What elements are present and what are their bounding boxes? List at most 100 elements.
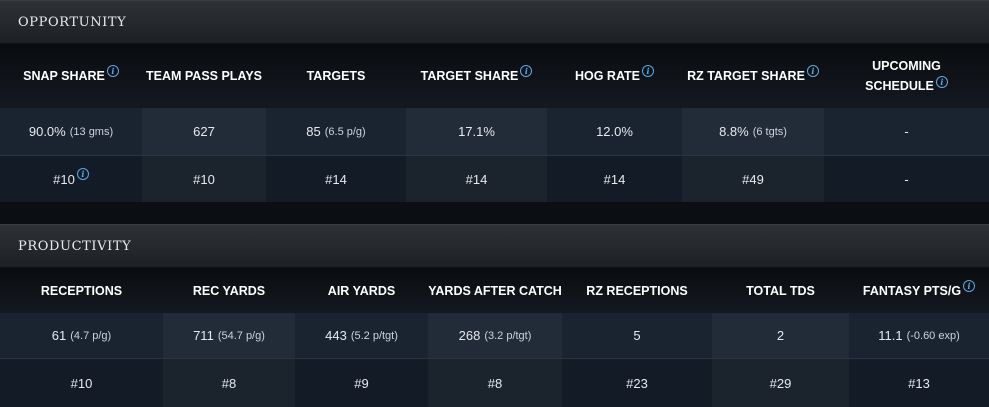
value-rec-yards: 711 (54.7 p/g): [163, 313, 295, 358]
rank-value: #14: [325, 171, 347, 187]
opportunity-title: OPPORTUNITY: [0, 0, 989, 44]
rank-hog-rate: #14: [547, 156, 682, 202]
header-air-yards: AIR YARDS: [295, 268, 428, 313]
value-hog-rate: 12.0%: [547, 108, 682, 155]
value-main: 12.0%: [596, 124, 633, 139]
info-icon[interactable]: i: [76, 168, 89, 180]
value-sub: (3.2 p/tgt): [484, 329, 532, 342]
value-sub: (-0.60 exp): [906, 329, 960, 342]
header-label: TOTAL TDS: [746, 283, 815, 298]
header-rz-receptions: RZ RECEPTIONS: [562, 268, 712, 313]
rank-value: #10: [193, 171, 215, 187]
rank-air-yards: #9: [295, 359, 428, 407]
header-rec-yards: REC YARDS: [163, 268, 295, 313]
rank-value: #9: [354, 375, 369, 391]
value-main: 17.1%: [458, 124, 495, 139]
header-label: TEAM PASS PLAYS: [146, 69, 262, 83]
info-icon[interactable]: i: [520, 65, 533, 77]
value-main: 61: [51, 328, 67, 343]
info-icon[interactable]: i: [963, 279, 976, 292]
value-main: 443: [325, 328, 347, 343]
value-main: 5: [633, 328, 641, 343]
rank-value: #8: [221, 375, 237, 391]
value-sub: (6.5 p/g): [324, 125, 366, 138]
header-label: RECEPTIONS: [40, 283, 123, 298]
header-label: FANTASY PTS/G: [862, 283, 962, 298]
section-gap: [0, 202, 989, 224]
rank-value: #10: [53, 171, 75, 187]
productivity-header-row: RECEPTIONS REC YARDS AIR YARDS YARDS AFT…: [0, 268, 989, 313]
value-targets: 85 (6.5 p/g): [266, 108, 406, 155]
value-main: 711: [193, 328, 214, 343]
value-sub: (5.2 p/tgt): [350, 329, 398, 342]
header-label: RZ RECEPTIONS: [586, 283, 688, 298]
info-icon[interactable]: i: [806, 65, 819, 77]
value-main: 85: [306, 124, 321, 139]
header-snap-share: SNAP SHARE i: [0, 44, 142, 108]
value-sub: (54.7 p/g): [217, 329, 265, 342]
header-label: YARDS AFTER CATCH: [428, 283, 562, 298]
header-targets: TARGETS: [266, 44, 406, 108]
opportunity-section: OPPORTUNITY SNAP SHARE i TEAM PASS PLAYS …: [0, 0, 989, 202]
opportunity-header-row: SNAP SHARE i TEAM PASS PLAYS TARGETS TARG…: [0, 44, 989, 108]
rank-rz-receptions: #23: [562, 359, 712, 407]
info-icon[interactable]: i: [642, 65, 655, 77]
rank-targets: #14: [266, 156, 406, 202]
rank-value: #14: [603, 171, 626, 187]
value-rz-target-share: 8.8% (6 tgts): [682, 108, 824, 155]
header-total-tds: TOTAL TDS: [712, 268, 849, 313]
rank-value: #23: [626, 375, 648, 391]
rank-value: #49: [742, 171, 764, 187]
rank-fantasy-pts-g: #13: [849, 359, 989, 407]
header-hog-rate: HOG RATE i: [547, 44, 682, 108]
rank-value: #14: [465, 171, 488, 187]
rank-yards-after-catch: #8: [428, 359, 562, 407]
value-rz-receptions: 5: [562, 313, 712, 358]
header-label: TARGETS: [306, 69, 366, 83]
header-target-share: TARGET SHARE i: [406, 44, 547, 108]
productivity-section: PRODUCTIVITY RECEPTIONS REC YARDS AIR YA…: [0, 224, 989, 407]
value-main: 90.0%: [28, 124, 66, 139]
value-sub: (13 gms): [69, 125, 114, 138]
opportunity-ranks-row: #10 i #10 #14 #14 #14 #49 -: [0, 155, 989, 202]
header-fantasy-pts-g: FANTASY PTS/G i: [849, 268, 989, 313]
opportunity-values-row: 90.0% (13 gms) 627 85 (6.5 p/g) 17.1% 12.0…: [0, 108, 989, 155]
info-icon[interactable]: i: [935, 76, 948, 88]
productivity-values-row: 61 (4.7 p/g) 711 (54.7 p/g) 443 (5.2 p/tgt)…: [0, 313, 989, 358]
value-main: 2: [776, 328, 785, 343]
value-main: 268: [458, 328, 481, 343]
rank-target-share: #14: [406, 156, 547, 202]
value-sub: (4.7 p/g): [70, 329, 112, 342]
value-total-tds: 2: [712, 313, 849, 358]
header-yards-after-catch: YARDS AFTER CATCH: [428, 268, 562, 313]
value-main: 627: [193, 124, 215, 139]
header-receptions: RECEPTIONS: [0, 268, 163, 313]
header-label: SNAP SHARE: [23, 69, 105, 83]
header-label: RZ TARGET SHARE: [687, 69, 805, 83]
value-main: -: [904, 124, 909, 139]
header-label: AIR YARDS: [327, 283, 396, 298]
rank-team-pass-plays: #10: [142, 156, 266, 202]
value-yards-after-catch: 268 (3.2 p/tgt): [428, 313, 562, 358]
value-receptions: 61 (4.7 p/g): [0, 313, 163, 358]
rank-receptions: #10: [0, 359, 163, 407]
rank-value: #10: [70, 375, 93, 391]
productivity-ranks-row: #10 #8 #9 #8 #23 #29 #13: [0, 358, 989, 407]
rank-total-tds: #29: [712, 359, 849, 407]
value-main: 11.1: [878, 328, 903, 343]
rank-rec-yards: #8: [163, 359, 295, 407]
info-icon[interactable]: i: [106, 65, 119, 77]
rank-snap-share: #10 i: [0, 156, 142, 202]
value-snap-share: 90.0% (13 gms): [0, 108, 142, 155]
header-label: TARGET SHARE: [420, 69, 519, 83]
rank-value: -: [904, 171, 909, 187]
rank-upcoming-schedule: -: [824, 156, 989, 202]
value-air-yards: 443 (5.2 p/tgt): [295, 313, 428, 358]
header-label-line2: SCHEDULE: [865, 79, 934, 93]
productivity-title: PRODUCTIVITY: [0, 224, 989, 268]
value-target-share: 17.1%: [406, 108, 547, 155]
value-upcoming-schedule: -: [824, 108, 989, 155]
header-label: UPCOMING: [872, 59, 941, 73]
header-rz-target-share: RZ TARGET SHARE i: [682, 44, 824, 108]
rank-rz-target-share: #49: [682, 156, 824, 202]
